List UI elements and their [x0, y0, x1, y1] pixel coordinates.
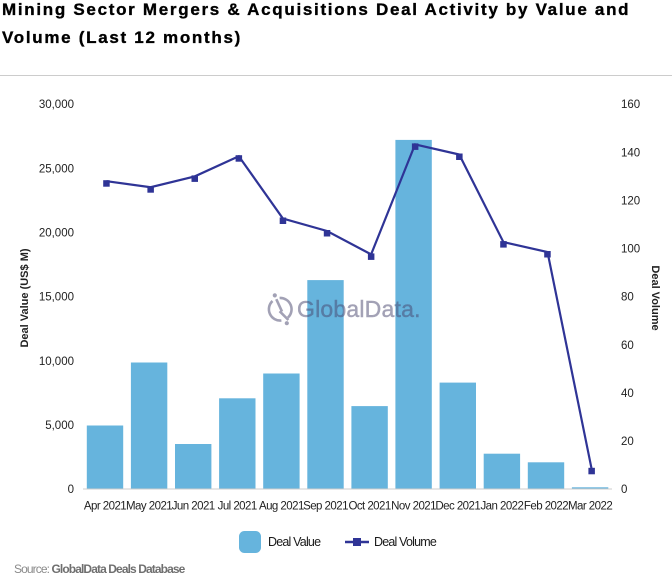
svg-text:0: 0	[68, 484, 74, 496]
svg-text:25,000: 25,000	[39, 163, 74, 175]
svg-text:15,000: 15,000	[39, 292, 74, 304]
svg-text:Deal Volume: Deal Volume	[374, 535, 437, 549]
svg-text:Jul 2021: Jul 2021	[218, 501, 257, 513]
svg-text:GlobalData.: GlobalData.	[297, 296, 421, 322]
svg-text:Deal Value (US$ M): Deal Value (US$ M)	[19, 248, 31, 347]
svg-text:Oct 2021: Oct 2021	[348, 501, 390, 513]
svg-text:20: 20	[621, 436, 634, 448]
svg-text:0: 0	[621, 484, 627, 496]
svg-text:Deal Value: Deal Value	[268, 535, 321, 549]
svg-text:Jan 2022: Jan 2022	[480, 501, 523, 513]
svg-text:Dec 2021: Dec 2021	[435, 501, 480, 513]
svg-text:10,000: 10,000	[39, 356, 74, 368]
svg-text:120: 120	[621, 195, 640, 207]
svg-text:80: 80	[621, 292, 634, 304]
svg-text:Source: GlobalData Deals Datab: Source: GlobalData Deals Database	[14, 562, 186, 576]
svg-text:140: 140	[621, 147, 640, 159]
svg-text:Aug 2021: Aug 2021	[259, 501, 304, 513]
svg-text:Deal Volume: Deal Volume	[649, 265, 661, 330]
svg-text:May 2021: May 2021	[126, 501, 172, 513]
svg-text:60: 60	[621, 340, 634, 352]
svg-text:160: 160	[621, 99, 640, 111]
svg-text:Nov 2021: Nov 2021	[391, 501, 436, 513]
svg-text:30,000: 30,000	[39, 99, 74, 111]
svg-text:Jun 2021: Jun 2021	[172, 501, 215, 513]
svg-text:Apr 2021: Apr 2021	[84, 501, 126, 513]
svg-text:40: 40	[621, 388, 634, 400]
svg-text:100: 100	[621, 244, 640, 256]
svg-text:Feb 2022: Feb 2022	[524, 501, 568, 513]
svg-text:Sep 2021: Sep 2021	[303, 501, 348, 513]
svg-text:Mar 2022: Mar 2022	[568, 501, 612, 513]
svg-text:5,000: 5,000	[45, 420, 74, 432]
svg-text:20,000: 20,000	[39, 228, 74, 240]
